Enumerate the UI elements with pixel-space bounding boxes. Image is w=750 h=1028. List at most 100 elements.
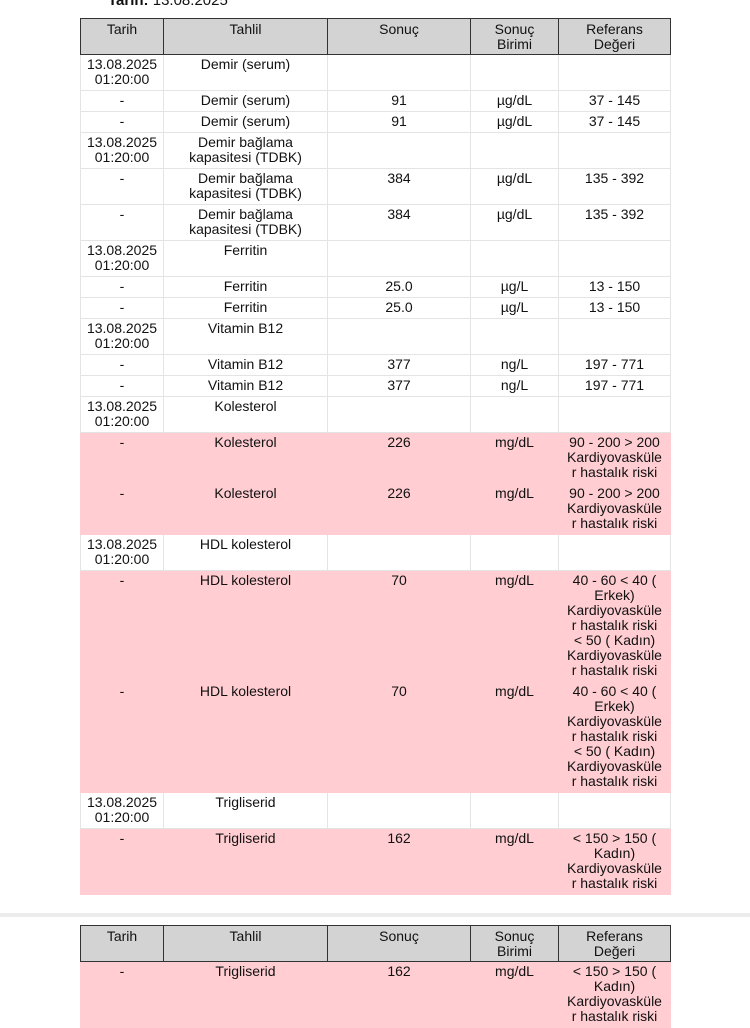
header-sonuc: Sonuç <box>327 925 471 962</box>
table-row: - Vitamin B12 377 ng/L 197 - 771 <box>80 375 671 397</box>
cell-date: - <box>80 90 164 112</box>
cell-unit: µg/L <box>470 276 559 298</box>
header-referans-degeri: Referans Değeri <box>558 925 671 962</box>
cell-test: Demir (serum) <box>163 54 328 91</box>
cell-unit: µg/L <box>470 297 559 319</box>
cell-test: Vitamin B12 <box>163 318 328 355</box>
cell-unit: mg/dL <box>470 961 559 1028</box>
cell-reference: 13 - 150 <box>558 297 671 319</box>
table-row: 13.08.2025 01:20:00 Demir bağlama kapasit… <box>80 132 671 169</box>
cell-reference <box>558 240 671 277</box>
table-row: 13.08.2025 01:20:00 Kolesterol <box>80 396 671 433</box>
table-row: 13.08.2025 01:20:00 Demir (serum) <box>80 54 671 91</box>
cell-result <box>327 534 471 571</box>
cell-result: 226 <box>327 432 471 484</box>
cell-reference: 90 - 200 > 200 Kardiyovaskülе r hastalık… <box>558 432 671 484</box>
cell-result: 384 <box>327 168 471 205</box>
table-row: - Demir bağlama kapasitesi (TDBK) 384 µg/dL… <box>80 168 671 205</box>
cell-test: Demir bağlama kapasitesi (TDBK) <box>163 204 328 241</box>
cell-reference <box>558 54 671 91</box>
cell-test: Trigliserid <box>163 961 328 1028</box>
cell-result: 25.0 <box>327 276 471 298</box>
cell-test: Ferritin <box>163 276 328 298</box>
cell-unit: mg/dL <box>470 483 559 535</box>
cell-reference: 40 - 60 < 40 ( Erkek) Kardiyovasküle r h… <box>558 570 671 682</box>
cell-test: HDL kolesterol <box>163 570 328 682</box>
header-tahlil: Tahlil <box>163 18 328 55</box>
cell-date: - <box>80 111 164 133</box>
cell-reference <box>558 534 671 571</box>
cell-date: 13.08.2025 01:20:00 <box>80 240 164 277</box>
table-row-abnormal: - Trigliserid 162 mg/dL < 150 > 150 ( Kadın)… <box>80 961 671 1028</box>
cell-test: Kolesterol <box>163 396 328 433</box>
header-sonuc-birimi: Sonuç Birimi <box>470 18 559 55</box>
cell-test: Trigliserid <box>163 792 328 829</box>
cell-test: Demir (serum) <box>163 111 328 133</box>
cell-date: 13.08.2025 01:20:00 <box>80 396 164 433</box>
cell-date: - <box>80 483 164 535</box>
cell-result <box>327 54 471 91</box>
cell-test: Vitamin B12 <box>163 375 328 397</box>
cell-result: 384 <box>327 204 471 241</box>
cell-result: 91 <box>327 90 471 112</box>
cell-date: - <box>80 354 164 376</box>
cell-date: 13.08.2025 01:20:00 <box>80 792 164 829</box>
table-row: - Demir bağlama kapasitesi (TDBK) 384 µg/dL… <box>80 204 671 241</box>
cell-date: - <box>80 204 164 241</box>
table-row: 13.08.2025 01:20:00 Vitamin B12 <box>80 318 671 355</box>
cell-result <box>327 132 471 169</box>
cell-date: - <box>80 276 164 298</box>
cell-result: 70 <box>327 681 471 793</box>
cell-reference: 37 - 145 <box>558 111 671 133</box>
cell-reference: 90 - 200 > 200 Kardiyovaskülе r hastalık… <box>558 483 671 535</box>
cell-test: Ferritin <box>163 240 328 277</box>
cell-test: Ferritin <box>163 297 328 319</box>
results-table-page-1: Tarih Tahlil Sonuç Sonuç Birimi Referans Değ… <box>80 18 671 895</box>
table-row-abnormal: - HDL kolesterol 70 mg/dL 40 - 60 < 40 ( Erk… <box>80 570 671 682</box>
cell-date: - <box>80 570 164 682</box>
cell-unit: ng/L <box>470 354 559 376</box>
cell-reference: 40 - 60 < 40 ( Erkek) Kardiyovasküle r h… <box>558 681 671 793</box>
cell-test: Demir bağlama kapasitesi (TDBK) <box>163 168 328 205</box>
cell-reference <box>558 396 671 433</box>
cell-unit: µg/dL <box>470 90 559 112</box>
header-tarih: Tarih <box>80 18 164 55</box>
table-row: 13.08.2025 01:20:00 HDL kolesterol <box>80 534 671 571</box>
cell-test: Demir bağlama kapasitesi (TDBK) <box>163 132 328 169</box>
cell-reference: 197 - 771 <box>558 375 671 397</box>
cell-unit <box>470 792 559 829</box>
cell-unit <box>470 54 559 91</box>
cell-result: 226 <box>327 483 471 535</box>
cell-unit: µg/dL <box>470 168 559 205</box>
cell-unit: µg/dL <box>470 111 559 133</box>
cell-unit <box>470 240 559 277</box>
header-sonuc: Sonuç <box>327 18 471 55</box>
cell-reference: < 150 > 150 ( Kadın) Kardiyovasküle r ha… <box>558 828 671 895</box>
cell-result: 70 <box>327 570 471 682</box>
cell-result: 162 <box>327 828 471 895</box>
table-row-abnormal: - Kolesterol 226 mg/dL 90 - 200 > 200 Kardiy… <box>80 483 671 535</box>
cell-test: Demir (serum) <box>163 90 328 112</box>
cell-test: Vitamin B12 <box>163 354 328 376</box>
cell-reference: 13 - 150 <box>558 276 671 298</box>
table-row: - Demir (serum) 91 µg/dL 37 - 145 <box>80 111 671 133</box>
cell-reference <box>558 318 671 355</box>
cell-date: - <box>80 297 164 319</box>
report-date-label: Tarih: <box>108 0 149 9</box>
cell-reference: 135 - 392 <box>558 168 671 205</box>
cell-date: - <box>80 168 164 205</box>
header-tahlil: Tahlil <box>163 925 328 962</box>
cell-test: Kolesterol <box>163 432 328 484</box>
table-row: - Ferritin 25.0 µg/L 13 - 150 <box>80 276 671 298</box>
table-header: Tarih Tahlil Sonuç Sonuç Birimi Referans Değ… <box>80 18 671 55</box>
cell-unit: µg/dL <box>470 204 559 241</box>
table-row: - Ferritin 25.0 µg/L 13 - 150 <box>80 297 671 319</box>
cell-date: - <box>80 375 164 397</box>
cell-test: HDL kolesterol <box>163 681 328 793</box>
cell-reference: 37 - 145 <box>558 90 671 112</box>
cell-date: 13.08.2025 01:20:00 <box>80 54 164 91</box>
cell-date: - <box>80 828 164 895</box>
cell-result: 377 <box>327 354 471 376</box>
cell-date: - <box>80 961 164 1028</box>
table-row: 13.08.2025 01:20:00 Trigliserid <box>80 792 671 829</box>
